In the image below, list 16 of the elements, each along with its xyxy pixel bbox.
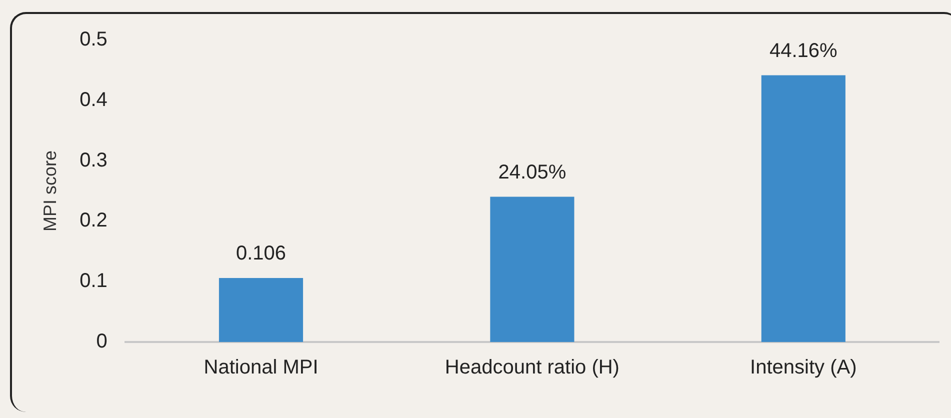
y-tick-label: 0 [96,330,108,353]
y-axis-title: MPI score [40,150,60,232]
data-label: 0.106 [236,242,286,264]
y-tick-label: 0.3 [80,149,108,172]
y-tick-label: 0.2 [80,210,108,232]
data-label: 44.16% [769,40,838,62]
x-tick-label: Intensity (A) [750,356,857,379]
y-tick-label: 0.4 [80,88,108,111]
y-tick-label: 0.1 [80,270,108,292]
bar [218,278,304,342]
bar [490,196,574,342]
x-tick-label: Headcount ratio (H) [444,356,620,379]
bar [761,75,846,342]
data-label: 24.05% [498,161,566,184]
x-tick-label: National MPI [204,356,318,379]
y-tick-label: 0.5 [80,28,108,51]
